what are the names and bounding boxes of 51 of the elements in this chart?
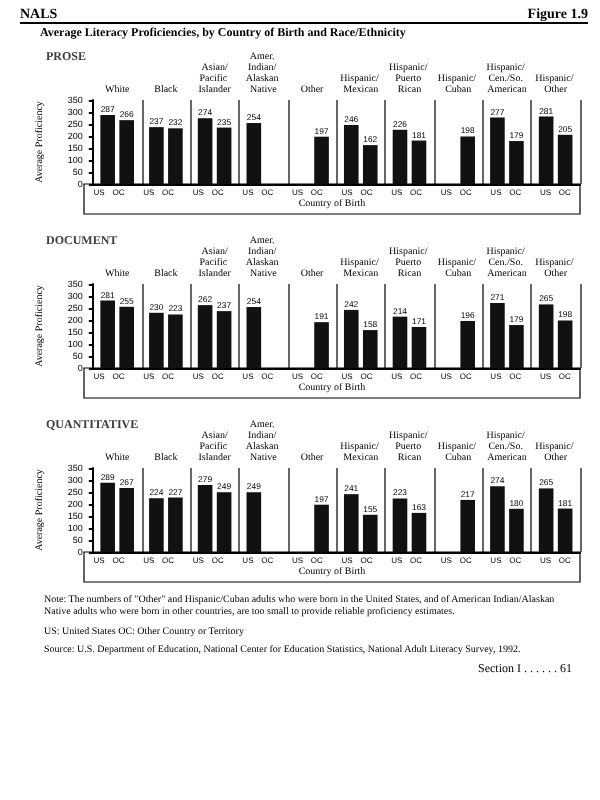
bar — [343, 309, 359, 368]
bar — [490, 117, 505, 184]
bar — [314, 136, 329, 184]
bar — [197, 485, 213, 552]
bar — [509, 508, 524, 552]
bar — [168, 128, 183, 184]
bar — [119, 120, 134, 184]
bar — [411, 140, 427, 184]
bar — [392, 129, 408, 184]
bar — [100, 482, 115, 552]
bar — [392, 316, 408, 368]
bar — [509, 141, 524, 184]
bar — [411, 326, 427, 368]
bar — [100, 115, 115, 184]
bar — [343, 494, 359, 552]
bar — [149, 498, 164, 552]
bar — [392, 498, 408, 552]
bar — [557, 320, 573, 368]
bar — [460, 499, 476, 552]
bar — [509, 325, 524, 368]
bar — [460, 136, 476, 184]
bar — [168, 314, 183, 368]
bar — [149, 127, 164, 184]
bar — [362, 514, 378, 552]
bar — [362, 330, 378, 368]
bar — [216, 311, 232, 368]
bar — [460, 320, 476, 368]
bar — [149, 312, 164, 368]
bar — [246, 123, 262, 184]
bar — [216, 492, 232, 552]
bar — [314, 504, 329, 552]
bar — [557, 508, 573, 552]
bar — [216, 127, 232, 184]
bar — [557, 134, 573, 184]
bar — [246, 307, 262, 368]
bar — [343, 124, 359, 184]
bar — [538, 304, 554, 368]
bar — [538, 116, 554, 184]
bar — [197, 118, 213, 184]
bar — [490, 486, 505, 552]
bar — [100, 300, 115, 368]
bar — [538, 488, 554, 552]
bar — [314, 322, 329, 368]
bar — [490, 302, 505, 368]
bar — [168, 497, 183, 552]
bar — [362, 145, 378, 184]
bar — [119, 487, 134, 552]
bar — [411, 512, 427, 552]
bar — [246, 492, 262, 552]
bar — [119, 306, 134, 368]
bar — [197, 305, 213, 368]
